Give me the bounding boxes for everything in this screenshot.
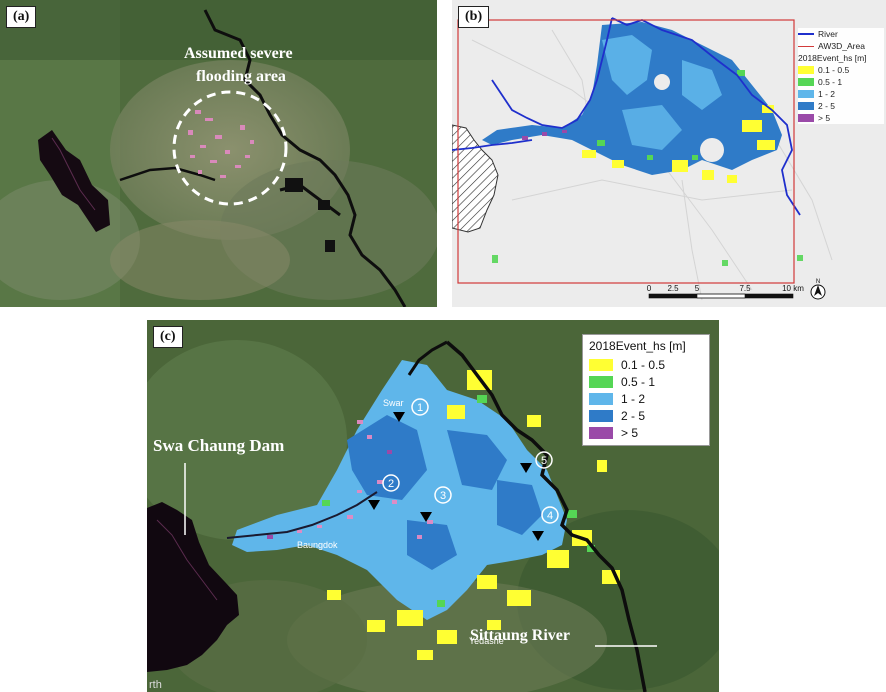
marker-number: 4 [547,510,553,522]
class-swatch [798,102,814,110]
river-label: Sittaung River [470,627,570,644]
marker-1: 1 [393,398,429,422]
class-swatch [798,90,814,98]
assumed-flood-circle [172,90,288,206]
marker-2: 2 [368,474,400,510]
class-swatch [798,114,814,122]
markers: 1 2 3 4 5 [368,398,559,541]
annotation-line1: Assumed severe [184,45,293,62]
town-label: Baungdok [297,540,338,550]
scale-tick: 5 [695,284,700,293]
marker-number: 5 [541,455,547,467]
legend-class: 0.1 - 0.5 [798,64,884,76]
scale-tick: 10 km [782,284,804,293]
legend-class: 2 - 5 [798,100,884,112]
legend-c: 2018Event_hs [m] 0.1 - 0.5 0.5 - 1 1 - 2… [582,334,710,446]
legend-title: 2018Event_hs [m] [798,53,867,63]
legend-class: 0.5 - 1 [589,373,703,390]
annotation-line2: flooding area [196,68,286,85]
legend-label: River [818,29,838,39]
legend-class: > 5 [798,112,884,124]
north-symbol: N [816,279,820,285]
river-swatch [798,33,814,35]
river-line-c [445,340,647,692]
flood-extent [482,22,803,266]
legend-title: 2018Event_hs [m] [589,339,686,353]
marker-3: 3 [420,486,452,522]
legend-item-area: AW3D_Area [798,40,884,52]
reservoir-dark [147,502,239,672]
legend-label: AW3D_Area [818,41,865,51]
north-arrow: N [810,279,826,300]
class-swatch [798,66,814,74]
class-swatch [589,358,613,371]
river-line-b [611,17,801,216]
legend-class: > 5 [589,424,703,441]
panel-b-label: (b) [458,6,490,28]
legend-class: 0.1 - 0.5 [589,356,703,373]
panel-c-flood-overlay: 1 2 3 4 5 Swar [147,320,719,692]
scale-tick: 0 [647,284,652,293]
class-swatch [798,78,814,86]
panel-b-flood-map: 0 2.5 5 7.5 10 km N (b) River AW3D_Area … [452,0,886,307]
legend-class: 1 - 2 [589,390,703,407]
legend-item-river: River [798,28,884,40]
flood-extent [232,360,620,660]
marker-number: 2 [388,478,394,490]
marker-number: 3 [440,490,446,502]
class-swatch [589,409,613,422]
scale-tick: 7.5 [739,284,751,293]
aw3d-area-box [457,19,795,284]
panel-c-label: (c) [153,326,183,348]
dam-label: Swa Chaung Dam [153,436,284,455]
panel-a-satellite-map: Assumed severe flooding area (a) [0,0,437,307]
marker-5: 5 [520,451,553,473]
class-swatch [589,426,613,439]
legend-class: 0.5 - 1 [798,76,884,88]
town-label: Swar [383,398,404,408]
scale-tick: 2.5 [667,284,679,293]
panel-a-label: (a) [6,6,37,28]
panel-a-map: Assumed severe flooding area [0,0,437,307]
class-swatch [589,392,613,405]
scalebar: 0 2.5 5 7.5 10 km [647,284,804,299]
credit-text: rth [149,679,162,691]
town-label: Yedashe [469,636,504,646]
area-swatch [798,45,814,47]
class-swatch [589,375,613,388]
hatched-dam-area [452,124,499,233]
pink-flood-patches [188,110,254,178]
legend-b: River AW3D_Area 2018Event_hs [m] 0.1 - 0… [798,28,884,124]
river-line [203,9,407,307]
marker-number: 1 [417,402,423,414]
marker-4: 4 [532,506,559,541]
legend-class: 1 - 2 [798,88,884,100]
legend-class: 2 - 5 [589,407,703,424]
